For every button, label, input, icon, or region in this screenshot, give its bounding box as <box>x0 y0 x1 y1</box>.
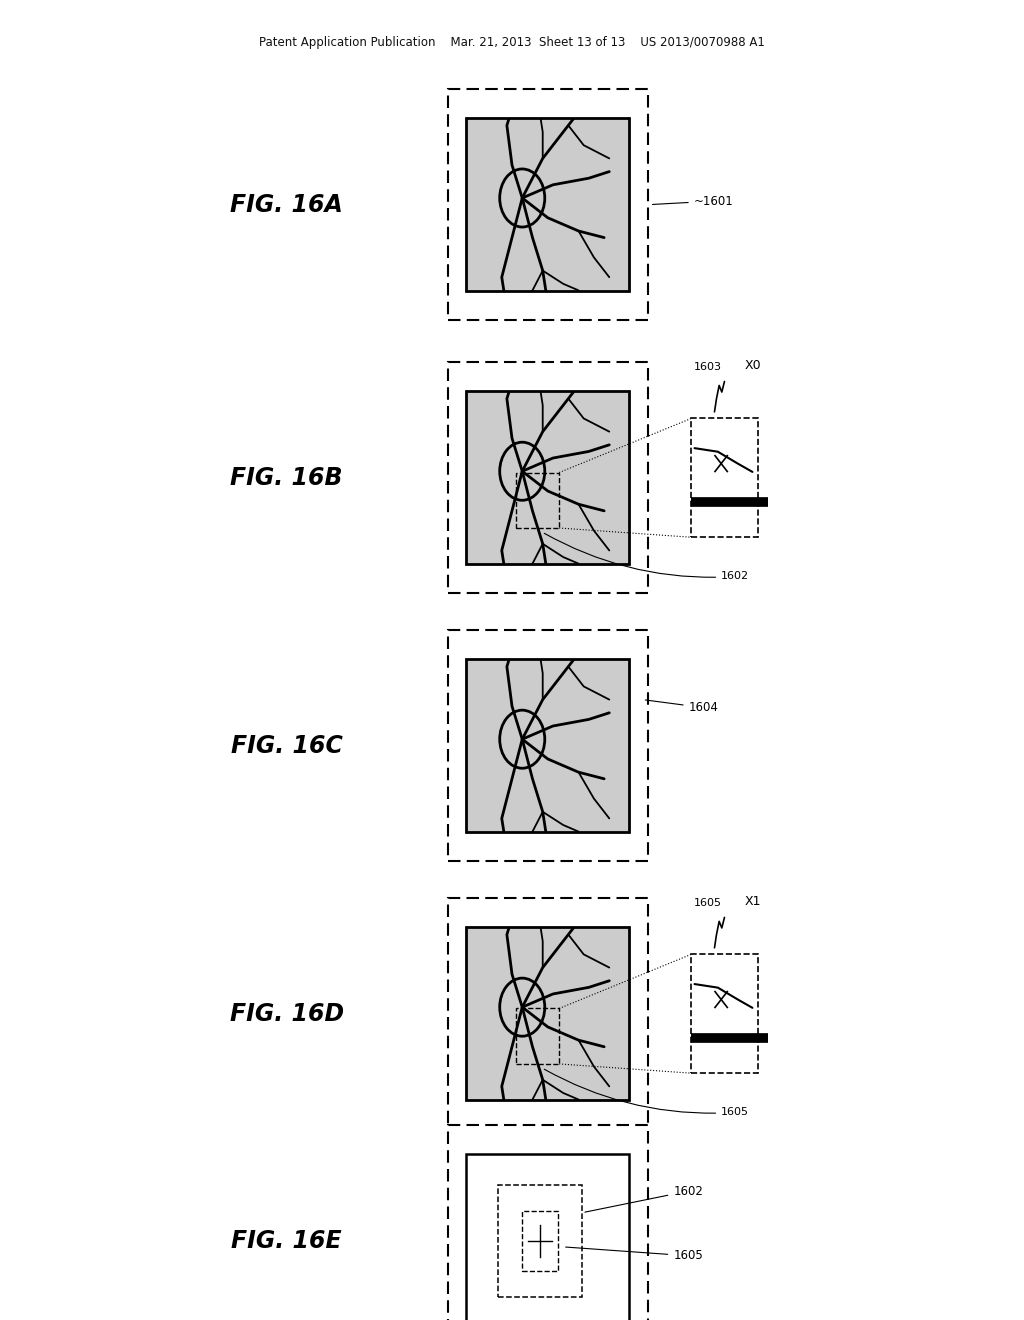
Text: 1602: 1602 <box>585 1184 703 1212</box>
Text: FIG. 16D: FIG. 16D <box>229 1002 344 1026</box>
Bar <box>691 954 758 1073</box>
Bar <box>467 928 629 1101</box>
Bar <box>449 898 648 1129</box>
Bar <box>522 1210 558 1271</box>
Bar <box>516 473 559 528</box>
Text: 1603: 1603 <box>694 362 722 372</box>
Text: FIG. 16E: FIG. 16E <box>231 1229 342 1253</box>
Text: FIG. 16A: FIG. 16A <box>230 193 343 216</box>
Bar <box>467 1154 629 1320</box>
Bar <box>449 90 648 321</box>
Text: 1602: 1602 <box>545 533 750 582</box>
Bar <box>516 1008 559 1064</box>
Text: 1604: 1604 <box>645 700 719 714</box>
Text: Patent Application Publication    Mar. 21, 2013  Sheet 13 of 13    US 2013/00709: Patent Application Publication Mar. 21, … <box>259 36 765 49</box>
Bar <box>467 391 629 565</box>
Bar <box>449 362 648 594</box>
Text: FIG. 16B: FIG. 16B <box>230 466 343 490</box>
Bar <box>449 631 648 861</box>
Text: 1605: 1605 <box>545 1069 750 1118</box>
Bar <box>498 1184 583 1298</box>
Text: 1605: 1605 <box>565 1247 703 1262</box>
Bar <box>467 659 629 832</box>
Text: X1: X1 <box>744 895 761 908</box>
Text: FIG. 16C: FIG. 16C <box>230 734 343 758</box>
Bar <box>691 418 758 537</box>
Text: ~1601: ~1601 <box>652 194 733 207</box>
Bar <box>449 1125 648 1320</box>
Text: 1605: 1605 <box>694 898 722 908</box>
Bar <box>467 117 629 290</box>
Text: X0: X0 <box>744 359 761 372</box>
